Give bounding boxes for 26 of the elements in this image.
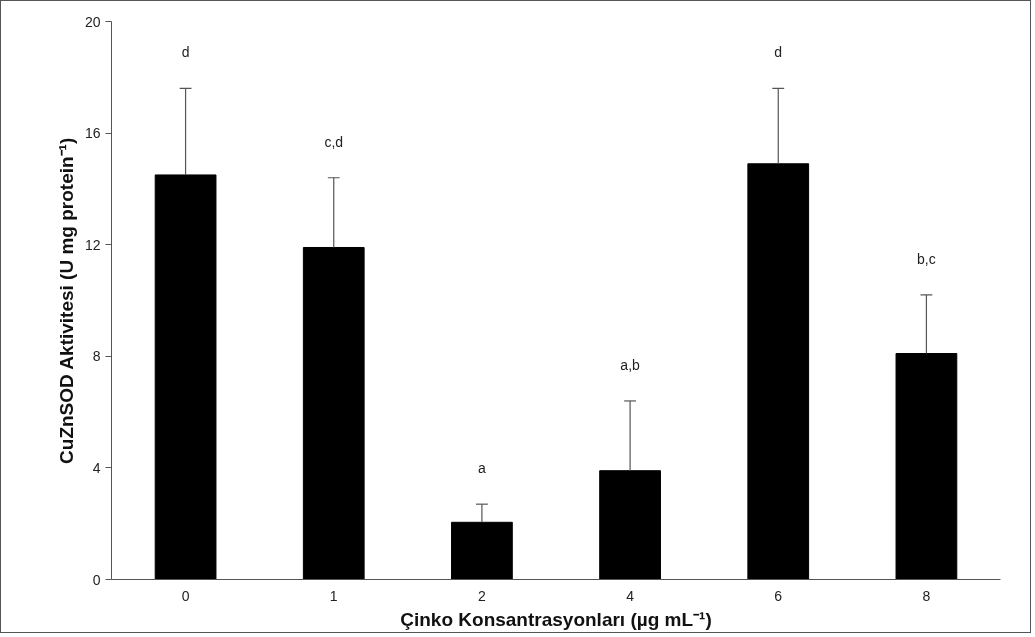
x-axis-title: Çinko Konsantrasyonları (µg mL⁻¹)	[400, 608, 712, 630]
x-tick-label: 4	[626, 587, 635, 604]
bar	[599, 470, 661, 580]
y-tick-label: 16	[84, 125, 101, 142]
x-tick-label: 2	[478, 587, 487, 604]
bar	[747, 163, 810, 580]
y-tick-label: 20	[84, 13, 101, 30]
bar	[895, 353, 958, 580]
bar	[302, 246, 365, 580]
annotation: d	[774, 44, 783, 61]
bar	[451, 521, 513, 580]
annotation: d	[181, 44, 190, 61]
y-tick-label: 0	[92, 571, 101, 588]
x-tick-label: 1	[329, 587, 338, 604]
y-tick-label: 4	[92, 459, 101, 476]
annotation: c,d	[324, 133, 344, 150]
y-tick-label: 8	[92, 348, 101, 365]
annotation: b,c	[917, 250, 936, 267]
annotation: a,b	[620, 356, 641, 373]
bar	[154, 174, 217, 580]
x-tick-label: 6	[774, 587, 783, 604]
x-tick-label: 8	[922, 587, 931, 604]
y-axis-title: CuZnSOD Aktivitesi (U mg protein⁻¹)	[55, 137, 77, 464]
x-tick-label: 0	[181, 587, 190, 604]
annotation: a	[478, 460, 487, 477]
y-tick-label: 12	[84, 236, 101, 253]
